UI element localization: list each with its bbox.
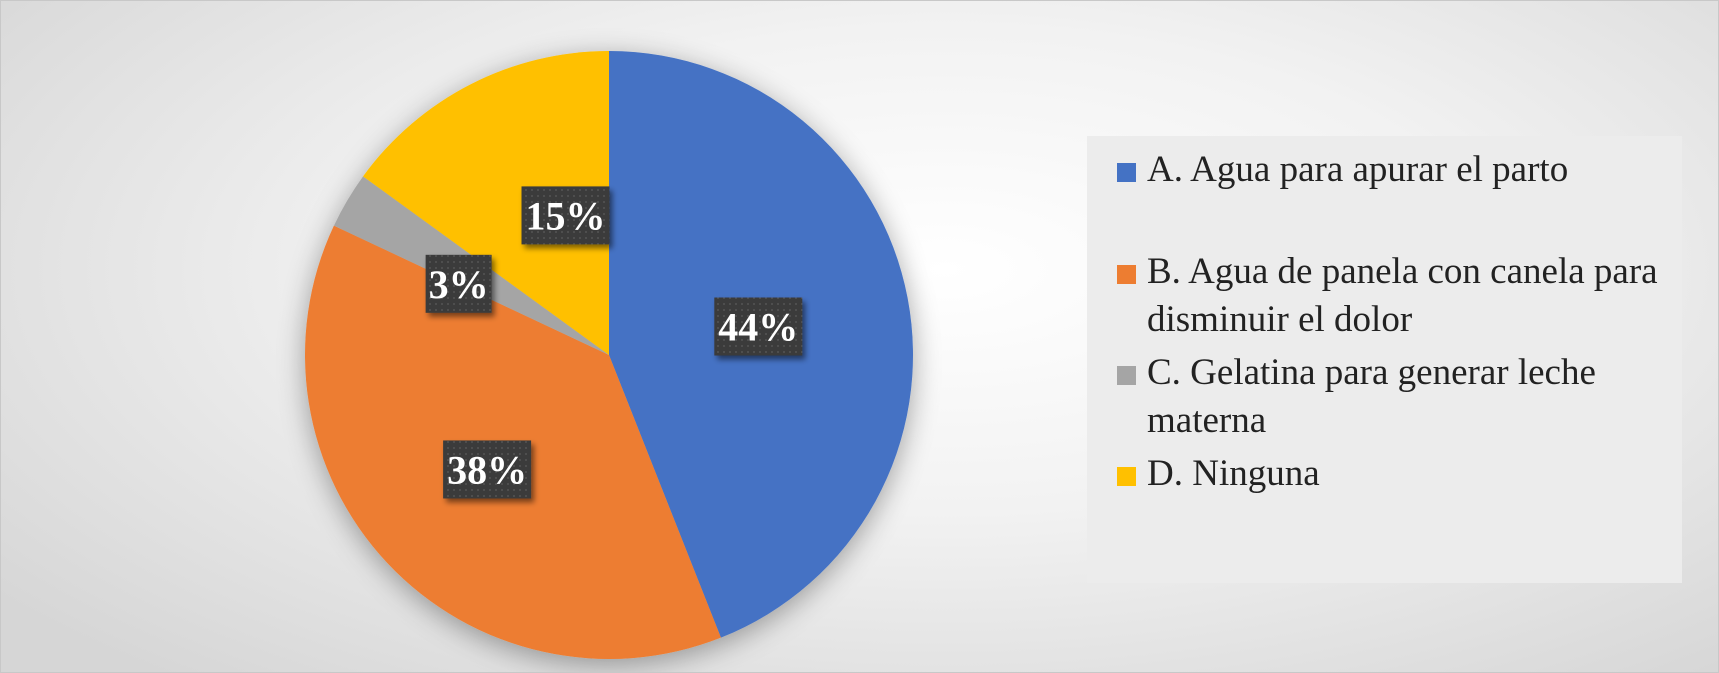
legend-label: D. Ninguna — [1147, 453, 1320, 494]
legend-swatch — [1117, 265, 1136, 284]
legend-swatch — [1117, 163, 1136, 182]
legend-label: A. Agua para apurar el parto — [1147, 149, 1569, 190]
legend-item-a: A. Agua para apurar el parto — [1117, 146, 1667, 194]
data-label-d: 15% — [521, 186, 610, 245]
legend-label: B. Agua de panela con canela para dismin… — [1147, 251, 1658, 340]
data-label-box — [443, 440, 532, 499]
data-label-box — [425, 254, 492, 313]
data-label-box — [521, 186, 610, 245]
legend: A. Agua para apurar el parto B. Agua de p… — [1087, 136, 1682, 583]
legend-item-d: D. Ninguna — [1117, 450, 1667, 498]
data-label-text: 38% — [447, 447, 527, 492]
legend-label: C. Gelatina para generar leche materna — [1147, 352, 1596, 441]
data-label-text: 15% — [526, 193, 606, 238]
legend-swatch — [1117, 467, 1136, 486]
legend-item-b: B. Agua de panela con canela para dismin… — [1117, 248, 1667, 344]
data-label-a: 44% — [714, 297, 803, 356]
data-label-c: 3% — [425, 254, 492, 313]
data-label-text: 3% — [429, 262, 489, 307]
legend-swatch — [1117, 366, 1136, 385]
data-label-text: 44% — [718, 305, 798, 350]
data-label-box — [714, 297, 803, 356]
data-label-b: 38% — [443, 440, 532, 499]
pie-slice-d — [363, 51, 609, 355]
legend-item-c: C. Gelatina para generar leche materna — [1117, 349, 1667, 445]
